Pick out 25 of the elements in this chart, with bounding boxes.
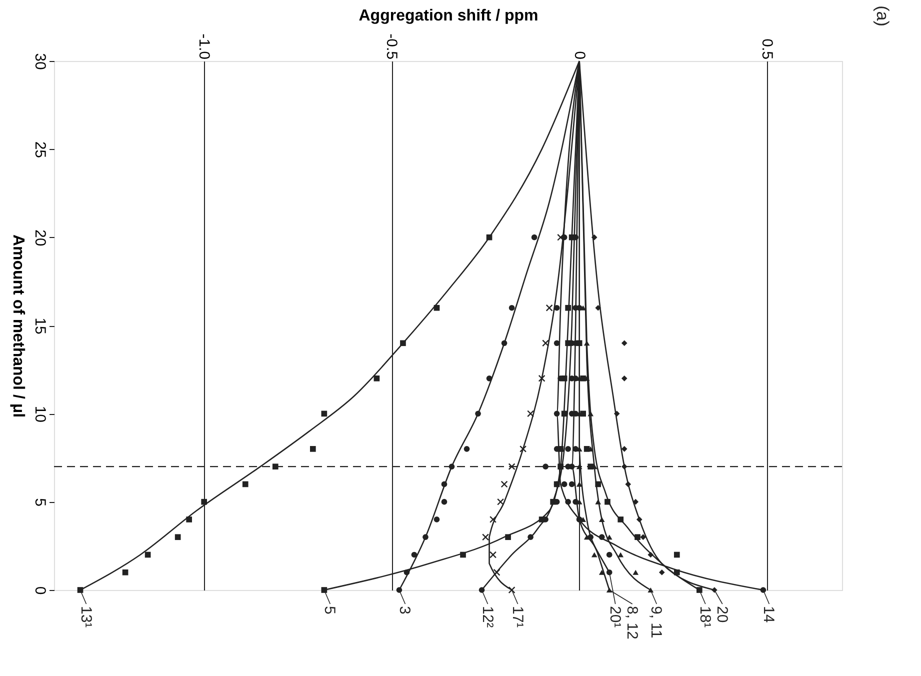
y-tick-label: 25 xyxy=(32,141,48,158)
text: (a) xyxy=(873,6,892,26)
legend-label: 20¹ xyxy=(606,606,624,628)
y-tick-label: 15 xyxy=(32,318,48,334)
x-tick-label: 0 xyxy=(570,51,588,60)
text: 9, 11 xyxy=(648,606,665,638)
legend-label: 5 xyxy=(321,606,338,614)
y-tick-label: 0 xyxy=(32,586,48,595)
x-tick-label: -1.0 xyxy=(196,34,213,60)
y-tick-label: 30 xyxy=(32,53,48,70)
legend-label: 8, 12 xyxy=(623,606,640,640)
legend-label: 12² xyxy=(478,606,496,628)
x-tick-label: 0.5 xyxy=(758,38,776,60)
y-tick-label: 5 xyxy=(32,498,48,507)
legend-label: 17¹ xyxy=(508,606,526,628)
legend-label: 14 xyxy=(760,606,778,623)
x-axis-title: Aggregation shift / ppm xyxy=(358,8,538,25)
x-tick-label: -0.5 xyxy=(383,34,400,60)
legend-label: 3 xyxy=(396,606,414,614)
legend-label: 20 xyxy=(713,606,730,623)
legend-label: 18¹ xyxy=(696,606,714,628)
y-tick-label: 20 xyxy=(32,229,48,246)
y-axis-title: Amount of methanol / μl xyxy=(10,234,26,418)
y-tick-label: 10 xyxy=(32,406,48,423)
legend-label: 13¹ xyxy=(77,606,94,628)
